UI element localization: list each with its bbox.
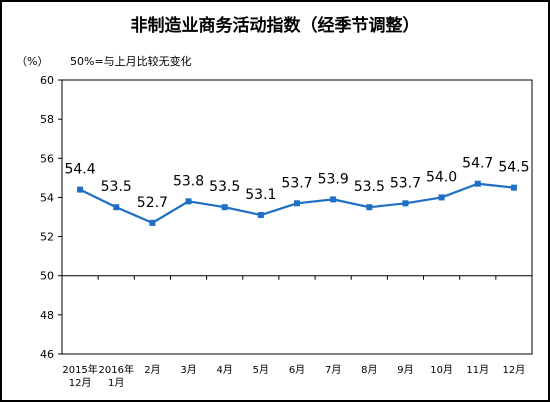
y-tick-label: 60 [40, 74, 54, 87]
data-point-marker [366, 204, 373, 211]
data-point-marker [113, 204, 120, 211]
x-tick-label: 10月 [430, 364, 453, 376]
y-tick-labels: 46 48 50 52 54 56 58 60 [40, 74, 54, 361]
data-label: 54.5 [498, 160, 529, 176]
data-label: 53.9 [318, 171, 349, 187]
reference-note: 50%=与上月比较无变化 [70, 55, 192, 68]
data-point-marker [330, 196, 337, 203]
y-tick-label: 46 [40, 348, 54, 361]
x-tick-label: 6月 [289, 364, 305, 376]
x-tick-label: 4月 [217, 364, 233, 376]
x-tick-label: 8月 [361, 364, 377, 376]
y-tick-label: 50 [40, 270, 54, 283]
data-point-marker [221, 204, 228, 211]
data-label: 53.8 [173, 173, 204, 189]
y-tick-label: 48 [40, 309, 54, 322]
chart-title: 非制造业商务活动指数（经季节调整） [130, 16, 420, 36]
y-tick-label: 56 [40, 152, 54, 165]
x-tick-label: 5月 [253, 364, 269, 376]
x-tick-label: 2016年 [99, 363, 134, 376]
x-tick-label: 1月 [108, 377, 124, 389]
x-tick-label: 12月 [503, 364, 526, 376]
series-line-group [77, 180, 517, 226]
data-label: 53.5 [354, 179, 385, 195]
y-tick-label: 52 [40, 231, 54, 244]
data-label: 53.5 [101, 179, 132, 195]
plot-area-border [61, 79, 533, 355]
data-point-marker [438, 194, 445, 201]
data-label: 54.7 [462, 156, 493, 172]
data-point-marker [149, 219, 156, 226]
y-tick-label: 54 [40, 191, 54, 204]
x-tick-label: 12月 [69, 377, 92, 389]
x-tick-label: 3月 [180, 364, 196, 376]
data-point-marker [510, 184, 517, 191]
x-tick-label: 7月 [325, 364, 341, 376]
data-point-marker [474, 180, 481, 187]
data-label: 53.7 [390, 175, 421, 191]
data-label: 53.5 [209, 179, 240, 195]
data-point-marker [402, 200, 409, 207]
data-label: 53.7 [281, 175, 312, 191]
data-label: 54.4 [64, 162, 95, 178]
y-axis-unit-label: （%） [16, 55, 49, 68]
y-tick-label: 58 [40, 113, 54, 126]
data-labels: 54.4 53.5 52.7 53.8 53.5 53.1 53.7 53.9 53.5 53.7… [64, 156, 529, 211]
data-point-marker [294, 200, 300, 207]
data-point-marker [185, 198, 192, 205]
data-label: 54.0 [426, 169, 457, 185]
x-tick-label: 9月 [397, 364, 413, 376]
data-point-marker [257, 212, 264, 219]
axes [58, 79, 533, 355]
data-label: 53.1 [245, 187, 276, 203]
data-point-marker [77, 186, 84, 193]
x-tick-label: 2月 [144, 364, 160, 376]
x-tick-label: 2015年 [62, 363, 97, 376]
x-tick-label: 11月 [466, 364, 489, 376]
data-label: 52.7 [137, 195, 168, 211]
